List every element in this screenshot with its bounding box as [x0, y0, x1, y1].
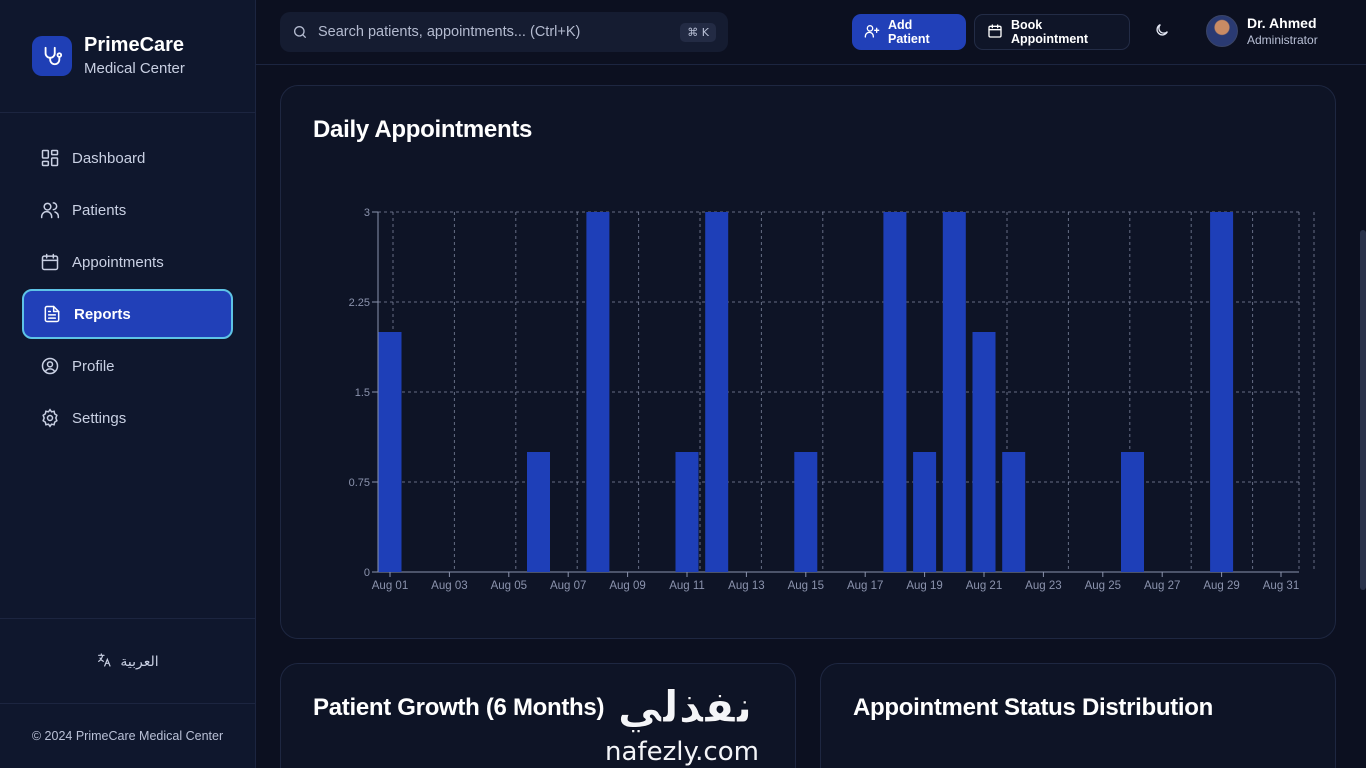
search-input[interactable] [318, 24, 681, 40]
sidebar-item-label: Dashboard [72, 149, 146, 167]
gear-icon [40, 408, 60, 428]
search-icon [292, 24, 308, 40]
user-menu[interactable]: Dr. Ahmed Administrator [1206, 14, 1318, 48]
book-appointment-button[interactable]: Book Appointment [974, 14, 1130, 50]
search-bar[interactable]: ⌘ K [280, 12, 728, 52]
x-tick-label: Aug 01 [372, 580, 408, 592]
user-role: Administrator [1247, 33, 1318, 47]
stethoscope-icon [32, 36, 72, 76]
language-label: العربية [120, 652, 159, 669]
users-icon [40, 200, 60, 220]
document-icon [42, 304, 62, 324]
x-tick-label: Aug 09 [609, 580, 645, 592]
user-circle-icon [40, 356, 60, 376]
sidebar-item-appointments[interactable]: Appointments [22, 237, 233, 287]
bar-aug-29 [1210, 212, 1234, 572]
x-tick-label: Aug 05 [491, 580, 527, 592]
x-tick-label: Aug 25 [1085, 580, 1121, 592]
translate-icon [96, 652, 112, 671]
brand[interactable]: PrimeCare Medical Center [0, 0, 255, 113]
theme-toggle-button[interactable] [1150, 20, 1174, 44]
x-tick-label: Aug 03 [431, 580, 467, 592]
bar-aug-21 [972, 332, 996, 572]
bar-aug-01 [378, 332, 402, 572]
add-patient-button[interactable]: Add Patient [852, 14, 966, 50]
language-switch[interactable]: العربية [0, 618, 255, 704]
sidebar-item-settings[interactable]: Settings [22, 393, 233, 443]
bar-aug-15 [794, 452, 818, 572]
sidebar-nav: Dashboard Patients Appointments Reports … [0, 113, 255, 443]
sidebar-item-reports[interactable]: Reports [22, 289, 233, 339]
watermark-logo: نفذلي nafezly.com [605, 682, 759, 768]
bar-aug-26 [1121, 452, 1144, 572]
svg-text:نفذلي: نفذلي [618, 682, 753, 733]
sidebar-item-patients[interactable]: Patients [22, 185, 233, 235]
bar-aug-06 [527, 452, 550, 572]
bar-aug-08 [586, 212, 610, 572]
card-title: Patient Growth (6 Months) [313, 694, 605, 721]
user-plus-icon [864, 23, 880, 42]
x-tick-label: Aug 21 [966, 580, 1002, 592]
x-tick-label: Aug 13 [728, 580, 764, 592]
card-title: Daily Appointments [313, 116, 533, 143]
topbar: ⌘ K Add Patient Book Appointment Dr. Ahm… [256, 0, 1366, 65]
x-tick-label: Aug 29 [1203, 580, 1239, 592]
sidebar-item-dashboard[interactable]: Dashboard [22, 133, 233, 183]
y-tick-label: 2.25 [349, 297, 370, 309]
moon-icon [1154, 22, 1170, 43]
shortcut-badge: ⌘ K [680, 22, 716, 42]
x-tick-label: Aug 17 [847, 580, 883, 592]
x-tick-label: Aug 19 [906, 580, 942, 592]
sidebar-item-label: Reports [74, 305, 131, 323]
y-tick-label: 1.5 [355, 387, 370, 399]
x-tick-label: Aug 31 [1263, 580, 1299, 592]
daily-appointments-chart: 0 0.75 1.5 2.25 3 Aug 01 Aug 03 Aug 05 Aug 07 Aug… [349, 207, 1315, 592]
calendar-icon [987, 23, 1003, 42]
sidebar-item-label: Profile [72, 357, 115, 375]
avatar [1206, 15, 1238, 47]
copyright: © 2024 PrimeCare Medical Center [31, 729, 224, 743]
bar-aug-20 [942, 212, 966, 572]
book-appointment-label: Book Appointment [1011, 18, 1089, 46]
page-scrollbar[interactable] [1360, 230, 1366, 590]
y-tick-label: 0.75 [349, 477, 370, 489]
patient-growth-card: Patient Growth (6 Months) [280, 663, 796, 768]
status-distribution-card: Appointment Status Distribution [820, 663, 1336, 768]
sidebar-item-label: Appointments [72, 253, 164, 271]
user-name: Dr. Ahmed [1247, 15, 1317, 31]
bar-aug-18 [883, 212, 907, 572]
y-tick-label: 3 [364, 207, 370, 219]
brand-subtitle: Medical Center [84, 60, 185, 77]
bar-aug-12 [705, 212, 729, 572]
x-tick-label: Aug 07 [550, 580, 586, 592]
y-tick-label: 0 [364, 567, 370, 579]
grid-icon [40, 148, 60, 168]
x-tick-label: Aug 11 [669, 580, 705, 592]
x-tick-label: Aug 15 [788, 580, 824, 592]
sidebar-item-profile[interactable]: Profile [22, 341, 233, 391]
bar-aug-22 [1002, 452, 1026, 572]
brand-name: PrimeCare [84, 34, 185, 56]
sidebar: PrimeCare Medical Center Dashboard Patie… [0, 0, 256, 768]
calendar-icon [40, 252, 60, 272]
bar-aug-19 [913, 452, 937, 572]
x-tick-label: Aug 27 [1144, 580, 1180, 592]
svg-text:nafezly.com: nafezly.com [605, 737, 759, 767]
add-patient-label: Add Patient [888, 18, 930, 46]
daily-appointments-card: Daily Appointments 0 0.75 1.5 2.25 3 Aug 01 Au… [280, 85, 1336, 639]
sidebar-item-label: Settings [72, 409, 127, 427]
sidebar-item-label: Patients [72, 201, 127, 219]
x-tick-label: Aug 23 [1025, 580, 1061, 592]
bar-aug-11 [675, 452, 699, 572]
card-title: Appointment Status Distribution [853, 694, 1214, 721]
